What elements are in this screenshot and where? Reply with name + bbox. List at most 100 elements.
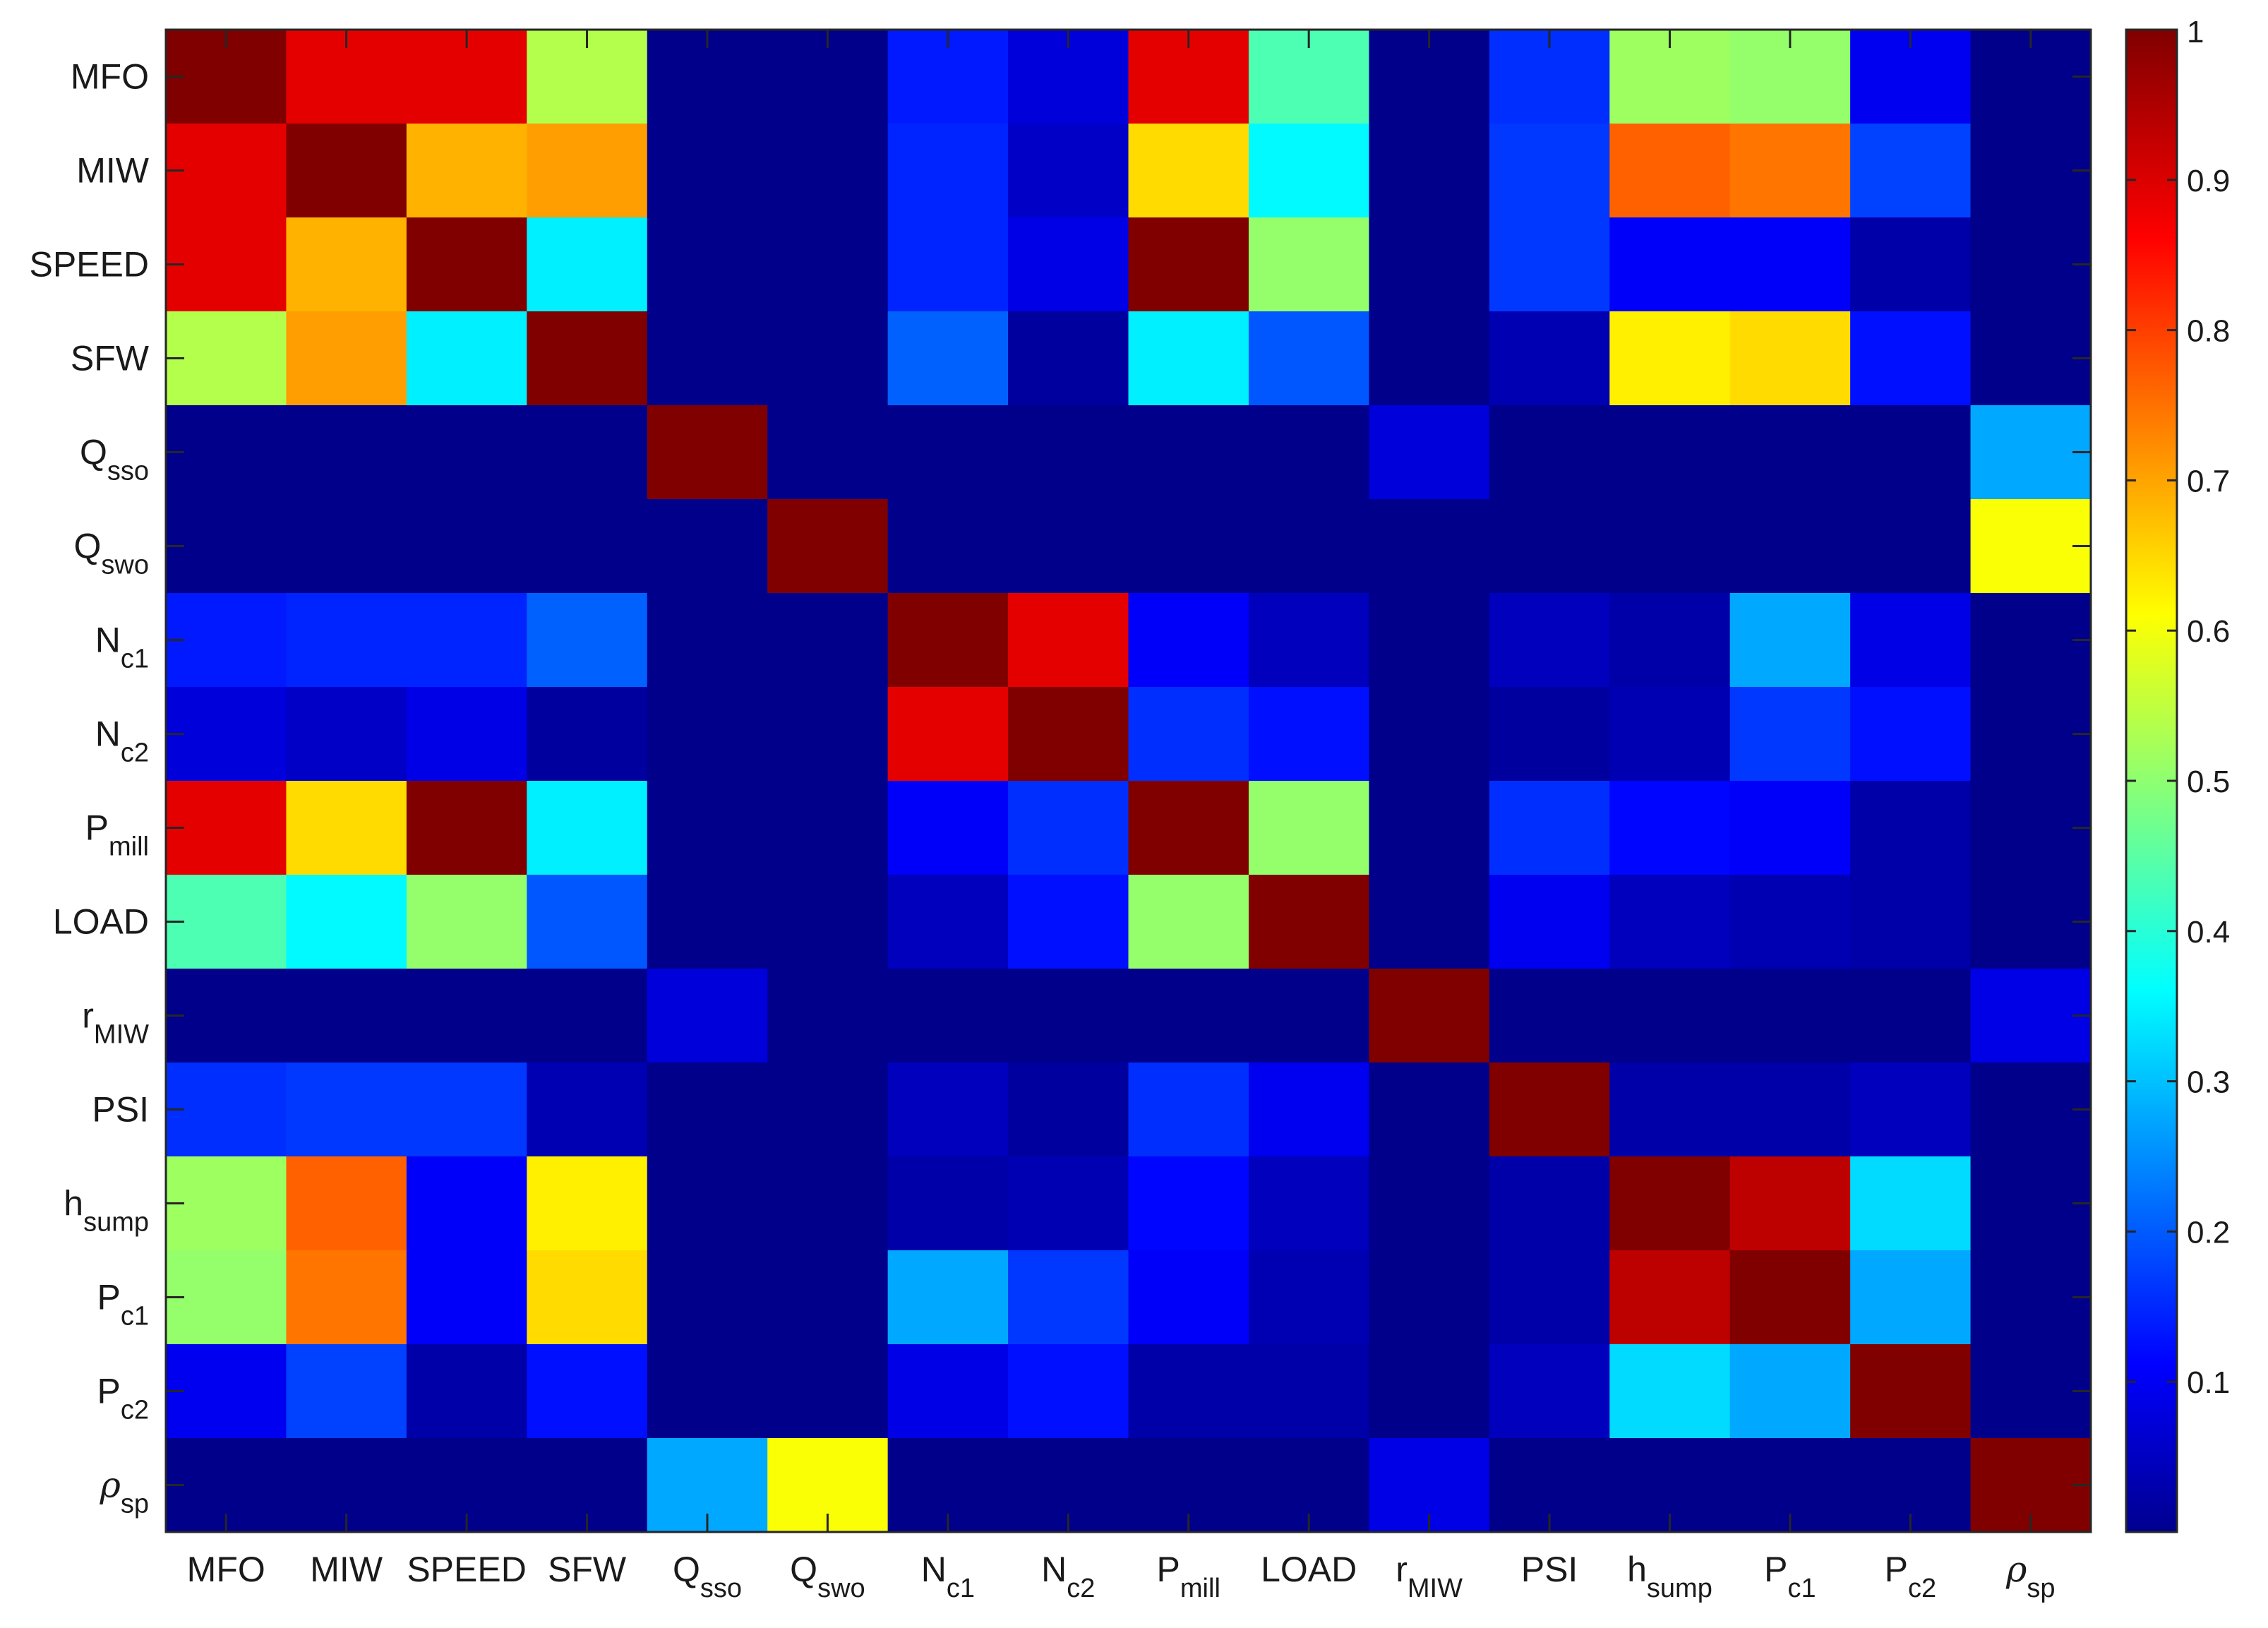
heatmap-cell [887, 405, 1009, 500]
heatmap-cell [527, 875, 648, 969]
heatmap-cell [1609, 217, 1731, 312]
x-axis-tick-labels: MFO MIW SPEED SFW Qsso Qswo Nc1 Nc2 Pmill LOAD rMI… [187, 1549, 2056, 1603]
heatmap-cell [1609, 1063, 1731, 1157]
heatmap-cell [406, 124, 527, 218]
y-tick-label-sub: sp [121, 1490, 149, 1519]
heatmap-cell [1489, 1156, 1610, 1251]
heatmap-cell [647, 875, 768, 969]
heatmap-cell [1850, 1063, 1972, 1157]
heatmap-cell [1128, 217, 1249, 312]
heatmap-cell [1970, 1156, 2092, 1251]
heatmap-cell [527, 1250, 648, 1345]
heatmap-cell [406, 405, 527, 500]
heatmap-cell [767, 1156, 889, 1251]
heatmap-cell [1729, 593, 1851, 688]
y-tick-label-sub: swo [101, 551, 149, 580]
heatmap-cell [1128, 593, 1249, 688]
heatmap-cell [767, 405, 889, 500]
heatmap-cell [1729, 1156, 1851, 1251]
heatmap-cell [166, 687, 287, 782]
x-tick-label-sub: swo [817, 1574, 865, 1603]
y-tick-label: hsump [64, 1184, 149, 1238]
heatmap-cell [1248, 1156, 1369, 1251]
heatmap-cell [887, 593, 1009, 688]
heatmap-cell [647, 1250, 768, 1345]
heatmap-cell [1970, 405, 2092, 500]
heatmap-cell [767, 969, 889, 1063]
x-tick-label-main: Q [673, 1550, 700, 1589]
heatmap-cell [1609, 499, 1731, 594]
colorbar-tick-label: 0.5 [2187, 765, 2230, 799]
heatmap-cell [1489, 405, 1610, 500]
heatmap-cell [1008, 875, 1129, 969]
heatmap-cell [1128, 1250, 1249, 1345]
heatmap-cell [1248, 781, 1369, 875]
x-tick-label: Nc2 [1041, 1550, 1095, 1603]
y-tick-label-main: Q [74, 527, 102, 566]
heatmap-cell [286, 499, 407, 594]
heatmap-cell [1008, 217, 1129, 312]
heatmap-cell [767, 311, 889, 406]
heatmap-cell [166, 1344, 287, 1439]
heatmap-cell [647, 405, 768, 500]
heatmap-cell [1248, 1063, 1369, 1157]
heatmap-cell [767, 875, 889, 969]
heatmap-cell [1729, 405, 1851, 500]
heatmap-cell [1489, 969, 1610, 1063]
heatmap-cell [527, 1344, 648, 1439]
heatmap-cell [286, 311, 407, 406]
x-tick-label: MFO [187, 1550, 265, 1589]
y-tick-label-main: h [64, 1184, 83, 1223]
heatmap-cell [1248, 875, 1369, 969]
heatmap-cell [1369, 593, 1490, 688]
heatmap-cell [1489, 499, 1610, 594]
heatmap-cell [887, 124, 1009, 218]
heatmap-cell [1729, 687, 1851, 782]
heatmap-cell [887, 781, 1009, 875]
x-tick-label: Qsso [673, 1550, 742, 1603]
y-tick-label: LOAD [53, 902, 149, 942]
heatmap-cell [1489, 1063, 1610, 1157]
y-tick-label: Qsso [80, 433, 149, 486]
heatmap-cell [1128, 969, 1249, 1063]
heatmap-cell [1970, 593, 2092, 688]
heatmap-cell [1489, 781, 1610, 875]
y-tick-label-sub: c1 [121, 645, 149, 674]
heatmap-cell [406, 875, 527, 969]
heatmap-cell [647, 687, 768, 782]
heatmap-cell [286, 875, 407, 969]
heatmap-cell [1128, 875, 1249, 969]
heatmap-cell [1850, 875, 1972, 969]
heatmap-cell [406, 781, 527, 875]
colorbar-ticks [2126, 28, 2177, 1383]
x-tick-label-main: P [1157, 1550, 1180, 1589]
heatmap-cell [286, 1063, 407, 1157]
y-tick-label: Nc1 [95, 621, 149, 674]
heatmap-cell [1248, 499, 1369, 594]
heatmap-cell [1008, 687, 1129, 782]
heatmap-cell [1970, 311, 2092, 406]
heatmap-cell [286, 781, 407, 875]
heatmap-cell [887, 217, 1009, 312]
colorbar-tick-label: 0.6 [2187, 614, 2230, 649]
x-tick-label: SPEED [407, 1550, 527, 1589]
heatmap-cell [1850, 499, 1972, 594]
heatmap-cell [1970, 124, 2092, 218]
heatmap-cell [166, 1156, 287, 1251]
heatmap-cell [1609, 311, 1731, 406]
heatmap-cell [767, 593, 889, 688]
x-tick-label: SFW [548, 1550, 627, 1589]
heatmap-cell [1008, 1156, 1129, 1251]
y-tick-label-main: Q [80, 433, 107, 472]
heatmap-cell [286, 687, 407, 782]
heatmap-cell [286, 405, 407, 500]
heatmap-cell [1729, 1063, 1851, 1157]
heatmap-cell [1369, 1156, 1490, 1251]
heatmap-cell [1729, 969, 1851, 1063]
heatmap-cell [1729, 217, 1851, 312]
heatmap-cell [1609, 405, 1731, 500]
heatmap-cell [1369, 1344, 1490, 1439]
heatmap-cell [1850, 969, 1972, 1063]
y-tick-label-main: PSI [92, 1090, 149, 1130]
heatmap-cell [527, 311, 648, 406]
